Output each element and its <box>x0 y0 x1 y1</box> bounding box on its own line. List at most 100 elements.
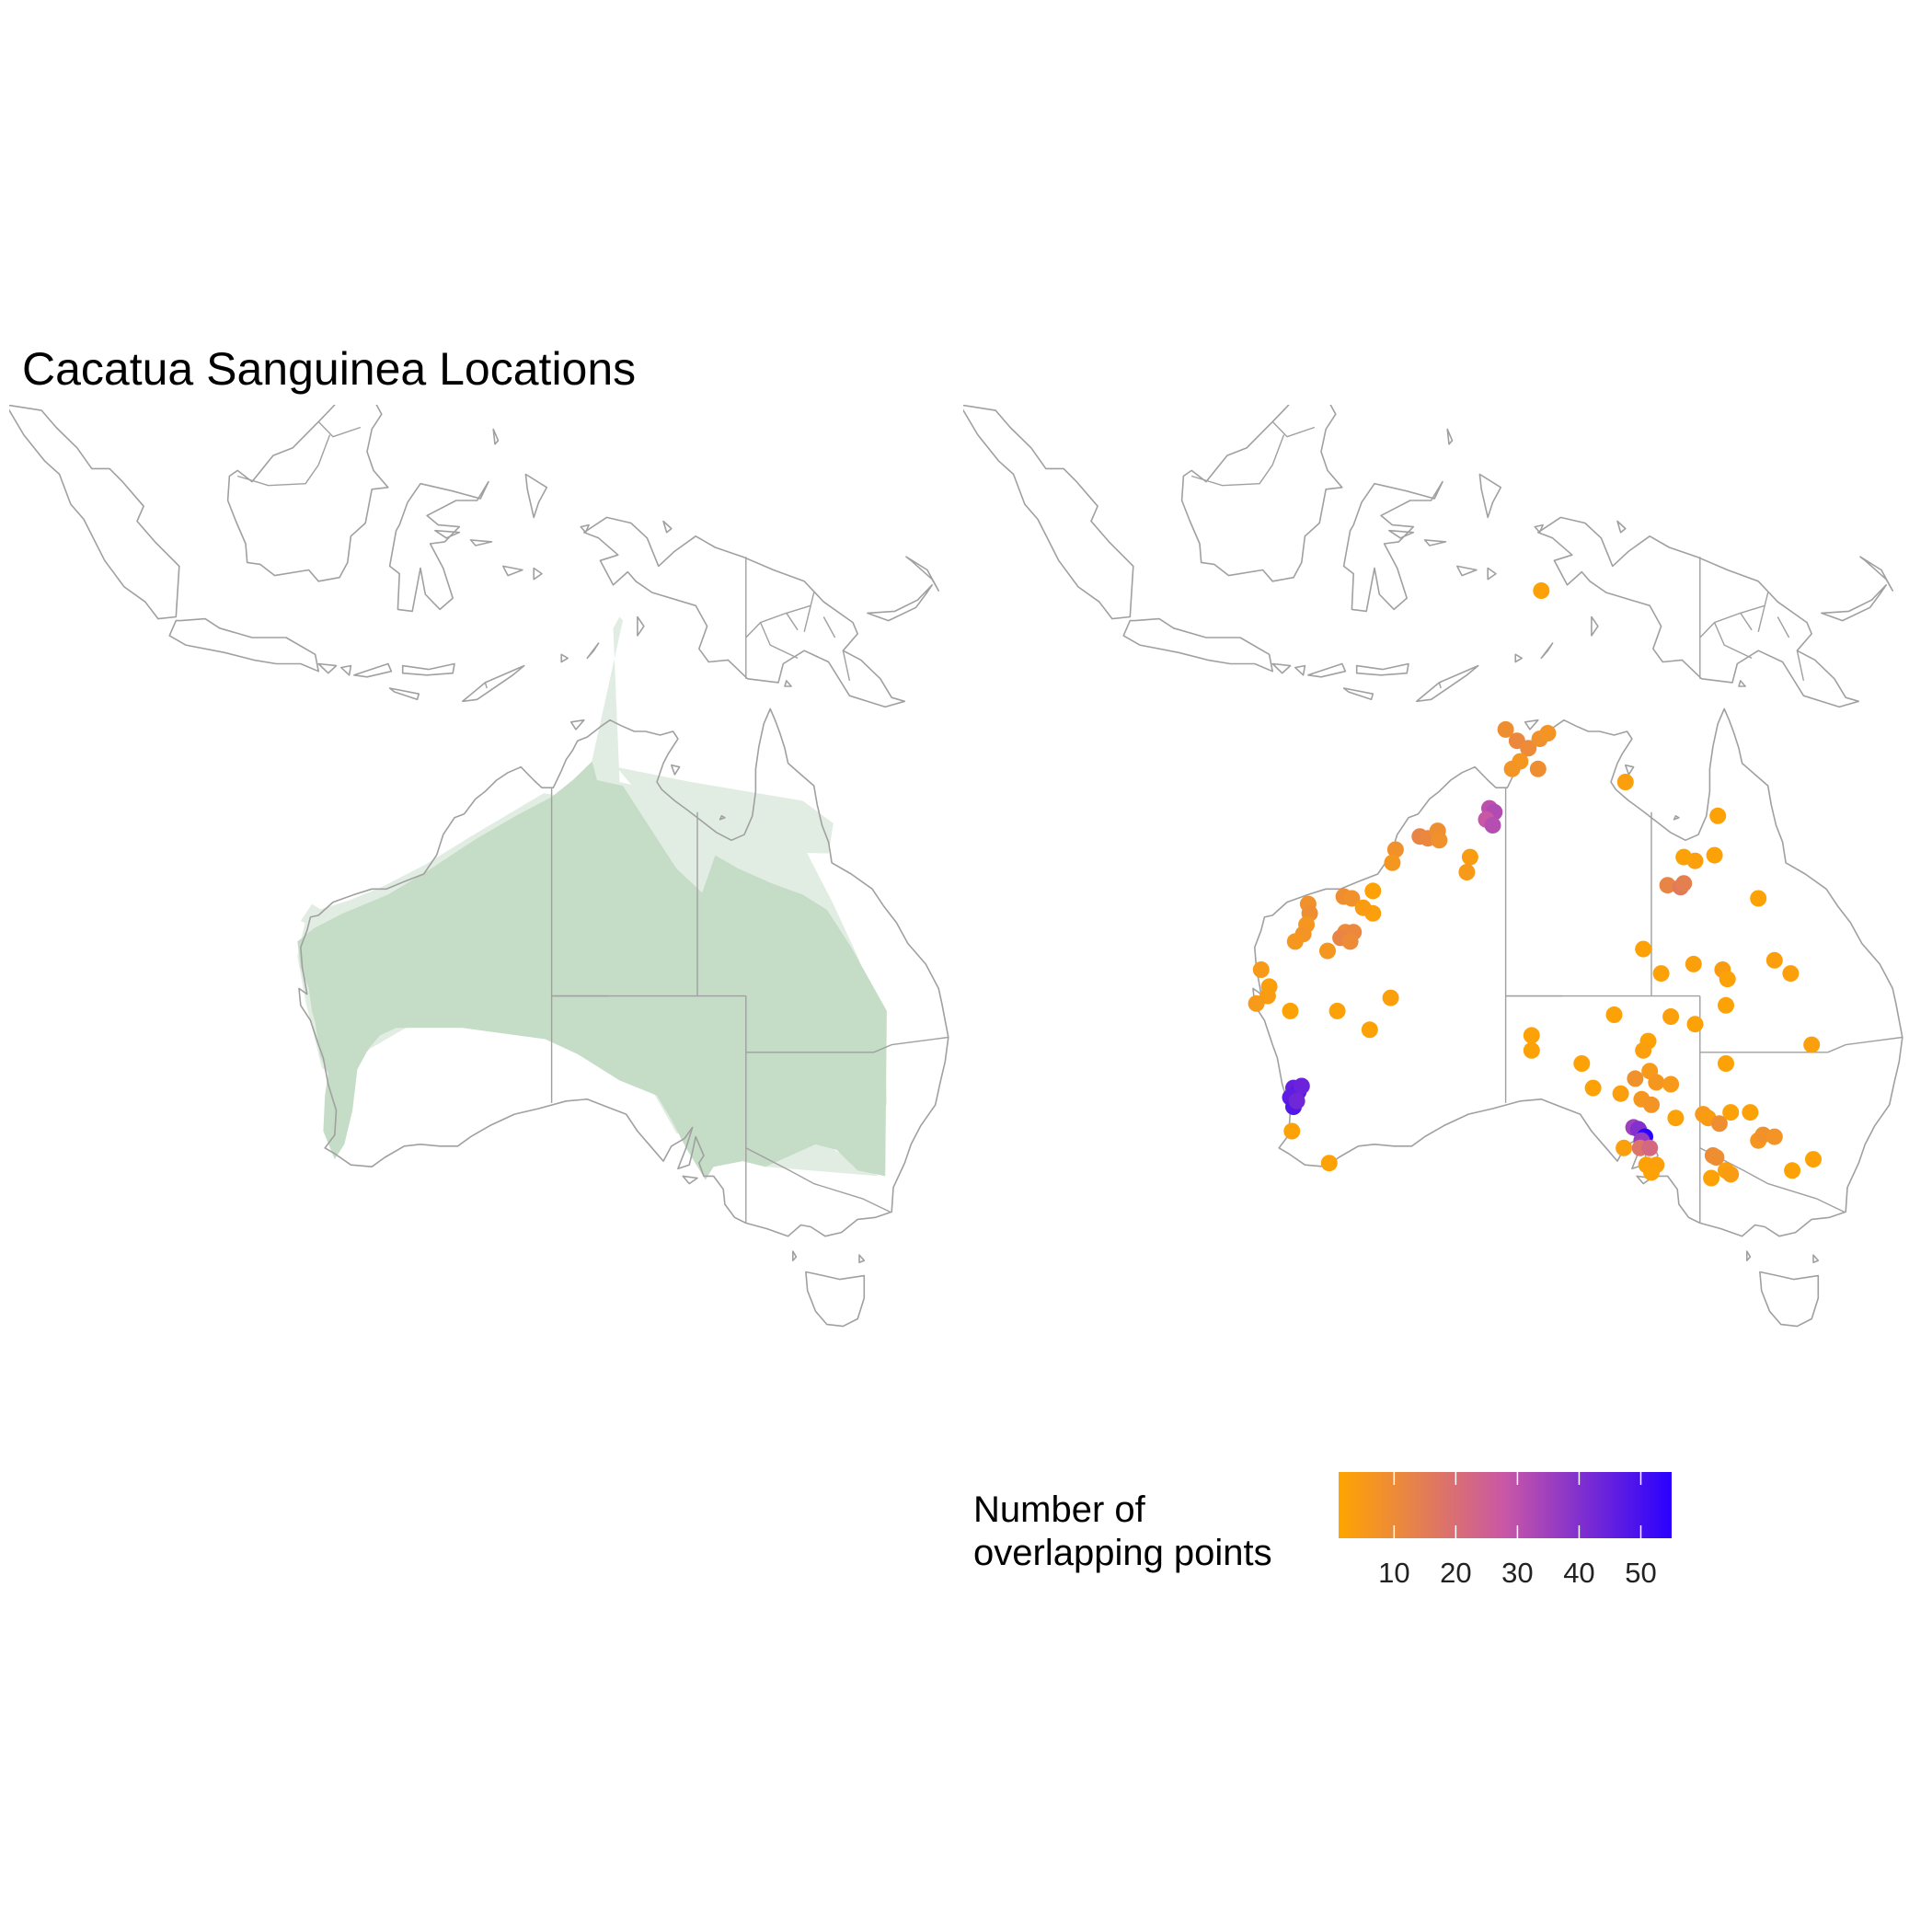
legend-title-line2: overlapping points <box>973 1533 1272 1573</box>
border-line <box>1740 604 1765 615</box>
border-line <box>236 434 331 487</box>
island-coast <box>524 473 548 519</box>
occurrence-point <box>1252 961 1270 978</box>
sumatra-coast <box>963 405 1134 620</box>
occurrence-point <box>1742 1104 1759 1121</box>
occurrence-point <box>1750 890 1767 907</box>
occurrence-point <box>1722 1104 1740 1121</box>
occurrence-point <box>1361 1021 1378 1039</box>
occurrence-point <box>1709 807 1727 824</box>
occurrence-point <box>1685 955 1702 972</box>
island-coast <box>1271 662 1292 674</box>
island-coast <box>401 662 455 676</box>
occurrence-point <box>1573 1055 1591 1072</box>
australia-coast <box>1252 707 1903 1237</box>
occurrence-point <box>1539 725 1557 742</box>
occurrence-point <box>1282 1002 1299 1019</box>
occurrence-point <box>1659 877 1676 894</box>
occurrence-point <box>1364 882 1382 900</box>
occurrence-point <box>1529 760 1547 777</box>
island-coast <box>1859 556 1894 592</box>
island-coast <box>569 719 585 730</box>
range-polygon-light <box>300 903 330 931</box>
new-guinea-coast <box>582 516 906 708</box>
occurrence-point <box>1765 951 1783 969</box>
occurrence-point <box>1718 1055 1734 1072</box>
island-coast <box>586 642 600 660</box>
island-coast <box>501 565 523 577</box>
island-coast <box>866 584 934 622</box>
island-coast <box>1342 687 1374 701</box>
island-coast <box>353 662 393 678</box>
island-coast <box>317 662 338 674</box>
island-coast <box>1673 814 1680 821</box>
island-coast <box>662 520 673 534</box>
border-line <box>1699 612 1753 638</box>
island-coast <box>1591 615 1599 637</box>
island-coast <box>1478 473 1502 519</box>
occurrence-point <box>1341 933 1359 950</box>
legend-title-line1: Number of <box>973 1489 1145 1530</box>
occurrence-point <box>1288 1092 1305 1110</box>
range-polygon-dark <box>297 761 887 1180</box>
occurrence-point <box>1765 1128 1783 1145</box>
legend-title: Number of overlapping points <box>973 1489 1272 1575</box>
legend-tick-label: 20 <box>1440 1557 1472 1589</box>
borneo-coast <box>1180 405 1343 582</box>
island-coast <box>1388 529 1415 539</box>
island-coast <box>580 523 590 534</box>
occurrence-point <box>1627 1070 1644 1087</box>
island-coast <box>1423 539 1447 546</box>
border-line <box>786 604 811 615</box>
border-line <box>1190 434 1285 487</box>
sumatra-coast <box>9 405 180 620</box>
border-line <box>822 616 836 638</box>
range-map-panel <box>9 405 949 1328</box>
border-line <box>317 420 362 438</box>
island-coast <box>1738 680 1746 687</box>
occurrence-point <box>1675 848 1693 866</box>
occurrence-point <box>1803 1036 1821 1053</box>
island-coast <box>1616 520 1627 534</box>
island-coast <box>1534 523 1544 534</box>
new-guinea-coast <box>1536 516 1860 708</box>
border-line <box>745 1147 891 1213</box>
island-coast <box>1487 567 1497 581</box>
occurrence-map-panel <box>963 405 1903 1328</box>
occurrence-point <box>1718 996 1734 1014</box>
occurrence-points <box>1248 582 1822 1187</box>
coastlines <box>963 405 1903 1328</box>
legend-tick-label: 10 <box>1378 1557 1410 1589</box>
island-coast <box>784 680 792 687</box>
occurrence-point <box>1533 582 1550 599</box>
occurrence-point <box>1708 1149 1725 1166</box>
island-coast <box>637 615 645 637</box>
australia-coast <box>298 707 949 1237</box>
island-coast <box>1455 565 1478 577</box>
border-line <box>1777 616 1790 638</box>
tasmania-coast <box>1759 1271 1820 1328</box>
island-coast <box>1415 664 1479 703</box>
island-coast <box>1636 1175 1652 1185</box>
occurrence-point <box>1461 848 1478 866</box>
occurrence-point <box>1686 1016 1704 1033</box>
island-coast <box>682 1175 698 1185</box>
occurrence-point <box>1386 841 1404 858</box>
occurrence-point <box>1635 1041 1652 1059</box>
occurrence-point <box>1584 1079 1602 1097</box>
island-coast <box>1540 642 1554 660</box>
occurrence-point <box>1652 965 1670 983</box>
occurrence-point <box>1784 1162 1801 1179</box>
border-line <box>842 650 851 682</box>
occurrence-point <box>1662 1075 1680 1093</box>
occurrence-point <box>1703 1169 1720 1187</box>
occurrence-point <box>1458 864 1476 880</box>
border-line <box>759 622 799 660</box>
occurrence-point <box>1328 1002 1346 1019</box>
island-coast <box>1624 764 1635 776</box>
plot-title: Cacatua Sanguinea Locations <box>22 343 637 395</box>
java-coast <box>1122 617 1274 673</box>
legend-tick-label: 40 <box>1563 1557 1595 1589</box>
occurrence-point <box>1497 720 1514 738</box>
occurrence-point <box>1431 832 1448 849</box>
